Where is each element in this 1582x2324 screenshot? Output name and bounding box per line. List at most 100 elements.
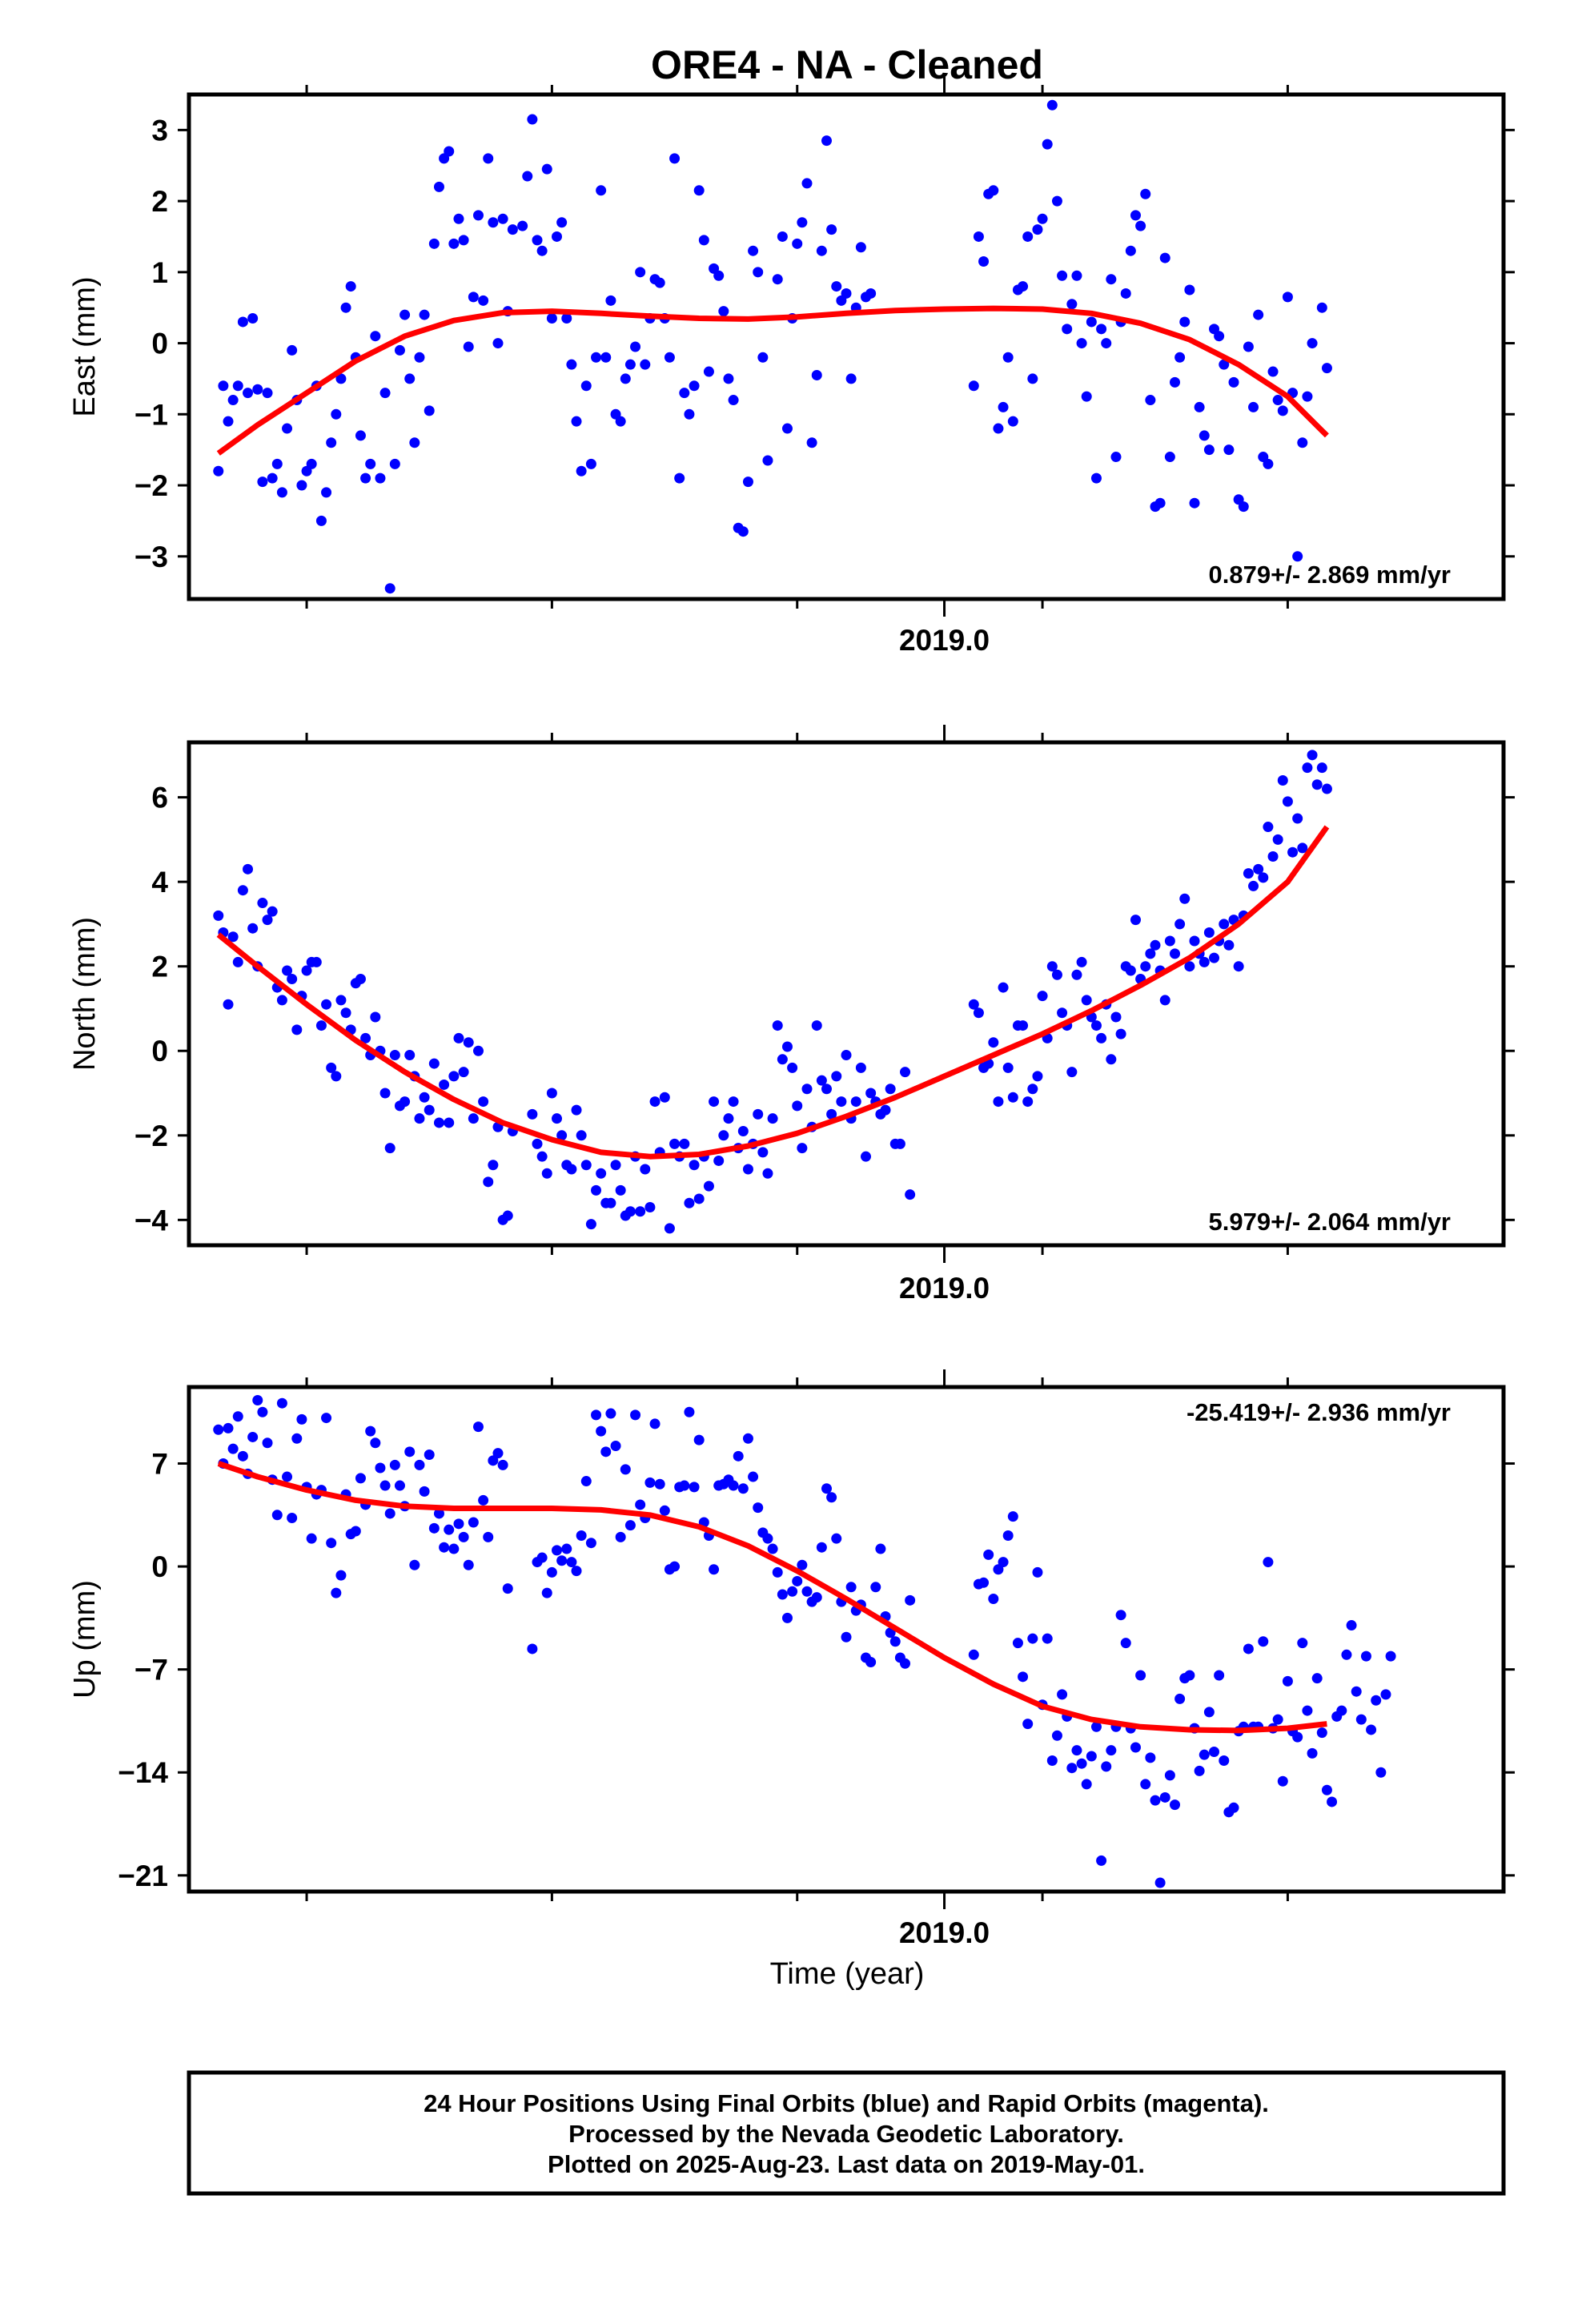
north-data-point	[728, 1096, 739, 1108]
north-data-point	[1140, 961, 1151, 972]
north-data-point	[905, 1189, 916, 1200]
north-data-point	[1277, 774, 1288, 786]
north-data-point	[488, 1160, 499, 1171]
north-data-point	[993, 1096, 1004, 1108]
north-data-point	[1057, 1007, 1068, 1019]
north-data-point	[781, 1041, 793, 1052]
east-data-point	[433, 181, 444, 192]
north-data-point	[689, 1160, 700, 1171]
east-data-point	[1248, 401, 1259, 412]
east-data-point	[1194, 401, 1205, 412]
up-data-point	[1076, 1758, 1087, 1769]
east-data-point	[276, 487, 287, 498]
north-y-axis-label: North (mm)	[68, 917, 102, 1071]
up-data-point	[1355, 1714, 1367, 1725]
up-data-point	[1228, 1802, 1239, 1813]
up-y-tick-label: −7	[135, 1654, 168, 1687]
up-data-point	[1351, 1686, 1362, 1697]
up-data-point	[1051, 1730, 1062, 1741]
north-data-point	[262, 915, 273, 926]
up-data-point	[453, 1518, 464, 1530]
up-data-point	[541, 1587, 552, 1598]
east-data-point	[615, 416, 626, 427]
north-data-point	[556, 1130, 568, 1141]
north-data-point	[659, 1092, 670, 1103]
north-data-point	[723, 1113, 734, 1124]
east-data-point	[1022, 231, 1034, 242]
up-data-point	[1282, 1675, 1293, 1687]
footer-box	[187, 2070, 1506, 2196]
north-data-point	[576, 1130, 587, 1141]
up-data-point	[630, 1409, 641, 1421]
north-data-point	[693, 1193, 705, 1204]
north-data-point	[767, 1113, 778, 1124]
up-data-point	[326, 1538, 337, 1549]
east-data-point	[1096, 324, 1107, 335]
north-data-point	[1002, 1062, 1014, 1073]
north-data-point	[276, 995, 287, 1006]
up-data-point	[1203, 1707, 1215, 1718]
east-data-point	[624, 359, 636, 370]
up-data-point	[1292, 1731, 1303, 1743]
north-rate-label: 5.979+/- 2.064 mm/yr	[1209, 1208, 1451, 1236]
up-data-point	[669, 1561, 681, 1572]
east-data-point	[541, 163, 552, 175]
east-data-point	[444, 146, 455, 157]
east-data-point	[1316, 302, 1327, 313]
north-data-point	[1007, 1092, 1018, 1103]
up-data-point	[1311, 1673, 1323, 1684]
north-data-point	[885, 1084, 896, 1095]
east-data-point	[1154, 497, 1166, 509]
up-data-point	[1174, 1693, 1186, 1704]
east-data-point	[1101, 338, 1112, 349]
north-data-point	[532, 1138, 543, 1149]
east-data-point	[635, 267, 646, 278]
up-data-point	[424, 1449, 435, 1460]
east-data-point	[1110, 452, 1122, 463]
up-data-point	[444, 1524, 455, 1535]
north-fit-curve	[216, 825, 1330, 1160]
up-data-point	[379, 1480, 391, 1491]
east-data-point	[865, 287, 877, 299]
up-data-point	[772, 1566, 783, 1578]
north-data-point	[900, 1067, 911, 1078]
up-data-point	[448, 1543, 460, 1554]
east-data-point	[1018, 281, 1029, 292]
north-data-point	[433, 1117, 444, 1128]
east-data-point	[213, 465, 224, 476]
north-panel: 6 4 2 0 −2 −4 2019.0 North (mm) 5.979+/- 2.064 m…	[68, 725, 1515, 1305]
east-data-point	[630, 341, 641, 352]
north-data-point	[624, 1206, 636, 1217]
east-data-point	[772, 274, 783, 285]
north-data-point	[757, 1147, 769, 1158]
north-data-point	[811, 1020, 822, 1031]
north-data-point	[610, 1160, 621, 1171]
east-data-point	[1243, 341, 1254, 352]
up-data-point	[1272, 1714, 1283, 1725]
up-data-point	[831, 1533, 842, 1544]
up-data-point	[1090, 1721, 1102, 1732]
north-data-point	[419, 1092, 430, 1103]
up-data-point	[478, 1494, 489, 1506]
up-data-point	[1120, 1638, 1131, 1649]
north-data-point	[232, 956, 243, 967]
north-plot-frame	[187, 740, 1506, 1248]
up-data-point	[576, 1530, 587, 1542]
east-data-point	[379, 388, 391, 399]
north-data-point	[448, 1071, 460, 1082]
north-data-point	[1022, 1096, 1034, 1108]
east-data-point	[282, 423, 293, 434]
north-data-point	[428, 1058, 440, 1069]
up-data-point	[414, 1459, 425, 1470]
east-data-point	[532, 235, 543, 246]
east-data-point	[737, 526, 749, 537]
north-data-point	[287, 974, 298, 985]
up-data-point	[787, 1586, 798, 1597]
east-data-point	[728, 395, 739, 406]
up-data-point	[365, 1425, 376, 1437]
east-data-point	[1174, 352, 1186, 363]
north-data-point	[1233, 961, 1244, 972]
east-data-point	[414, 352, 425, 363]
east-data-point	[546, 313, 557, 324]
east-data-point	[831, 281, 842, 292]
